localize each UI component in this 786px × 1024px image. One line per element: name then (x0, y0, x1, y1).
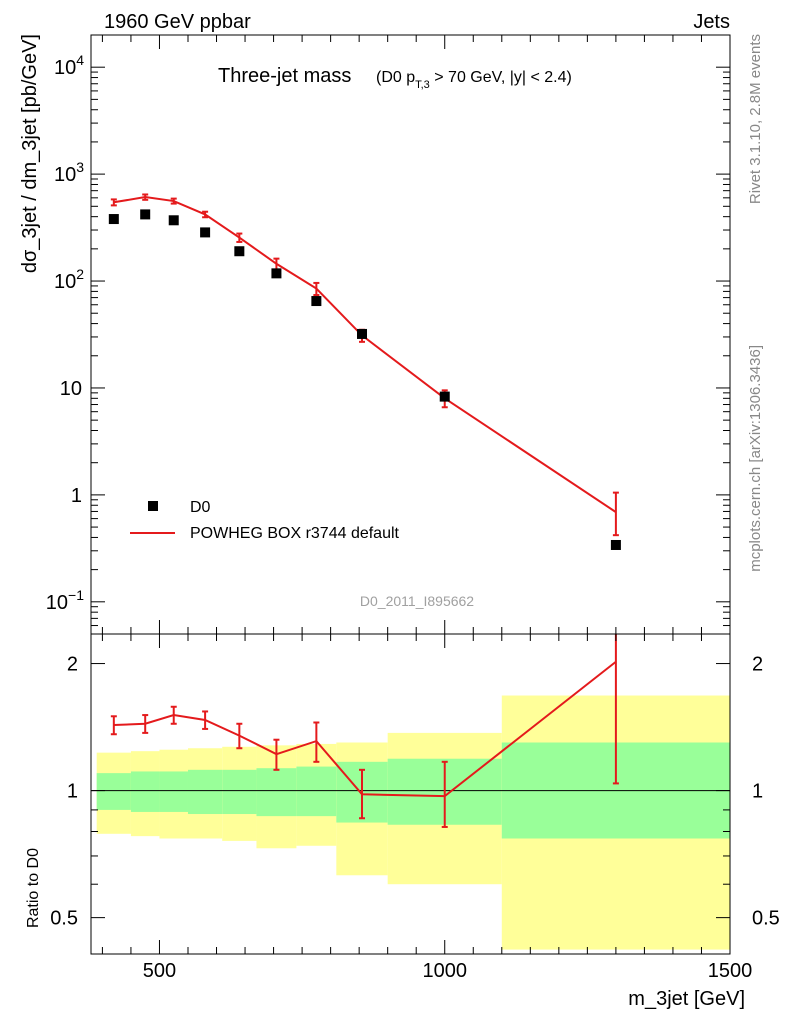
x-axis-label: m_3jet [GeV] (628, 988, 745, 1010)
main-y-tick-label: 103 (54, 159, 84, 186)
d0-data-point (357, 328, 368, 339)
legend-d0-marker (148, 501, 158, 511)
mcplots-label: mcplots.cern.ch [arXiv:1306.3436] (747, 345, 764, 572)
ratio-y-tick-label-right: 0.5 (752, 908, 780, 930)
legend-d0-label: D0 (190, 499, 211, 516)
ratio-y-axis-label: Ratio to D0 (25, 848, 42, 928)
main-x-ticks (101, 35, 731, 634)
d0-data-point (439, 391, 450, 402)
ratio-green-band (187, 769, 223, 815)
x-tick-label: 1500 (708, 960, 753, 982)
x-tick-label: 500 (143, 960, 176, 982)
analysis-watermark: D0_2011_I895662 (360, 593, 474, 609)
ratio-panel-frame (90, 633, 731, 955)
ratio-uncertainty-bands (96, 695, 730, 950)
ratio-green-band (296, 766, 337, 817)
legend: D0 POWHEG BOX r3744 default (130, 499, 400, 542)
ratio-y-tick-label: 2 (67, 654, 78, 676)
d0-data-point (168, 215, 179, 226)
main-y-axis-label: dσ_3jet / dm_3jet [pb/GeV] (19, 34, 41, 273)
main-data-layer (108, 193, 621, 550)
ratio-data-layer (91, 634, 730, 828)
ratio-green-band (159, 771, 188, 812)
d0-data-point (610, 539, 621, 550)
header-process-label: Jets (693, 11, 730, 33)
ratio-green-band (130, 771, 160, 812)
main-y-axis: 10−1 1 10 102 103 104 (46, 34, 730, 635)
main-panel: 10−1 1 10 102 103 104 Three-jet mass (D0 pT,3… (19, 34, 731, 635)
main-y-tick-label: 1 (71, 485, 82, 507)
d0-data-point (140, 209, 151, 220)
main-y-tick-label: 102 (54, 266, 84, 293)
ratio-y-tick-label: 1 (67, 781, 78, 803)
ratio-x-axis: 500 1000 1500 (101, 634, 753, 982)
d0-data-point (271, 268, 282, 279)
d0-data-point (200, 227, 211, 238)
ratio-green-band (222, 769, 257, 815)
ratio-panel: 0.5 0.5 1 1 2 2 500 1000 1500 Ratio to D0 m_3je… (25, 633, 780, 1010)
ratio-powheg-line (113, 660, 617, 798)
ratio-green-band (256, 768, 297, 817)
ratio-y-axis: 0.5 0.5 1 1 2 2 (50, 654, 780, 930)
chart-title: Three-jet mass (218, 65, 351, 87)
ratio-green-band (96, 773, 131, 810)
ratio-y-tick-label: 0.5 (50, 908, 78, 930)
x-tick-label: 1000 (422, 960, 467, 982)
ratio-y-tick-label-right: 1 (752, 781, 763, 803)
powheg-prediction-line (113, 196, 617, 513)
rivet-version-label: Rivet 3.1.10, 2.8M events (747, 34, 764, 204)
d0-data-point (108, 214, 119, 225)
main-panel-frame (90, 34, 731, 635)
header-energy-label: 1960 GeV ppbar (104, 11, 251, 33)
d0-data-point (234, 246, 245, 257)
main-y-tick-label: 104 (54, 52, 84, 79)
legend-powheg-label: POWHEG BOX r3744 default (190, 525, 400, 542)
d0-data-point (311, 296, 322, 307)
main-y-tick-label: 10−1 (46, 587, 84, 614)
main-y-tick-label: 10 (60, 378, 82, 400)
chart-subtitle: (D0 pT,3 > 70 GeV, |y| < 2.4) (376, 69, 572, 91)
ratio-y-tick-label-right: 2 (752, 654, 763, 676)
